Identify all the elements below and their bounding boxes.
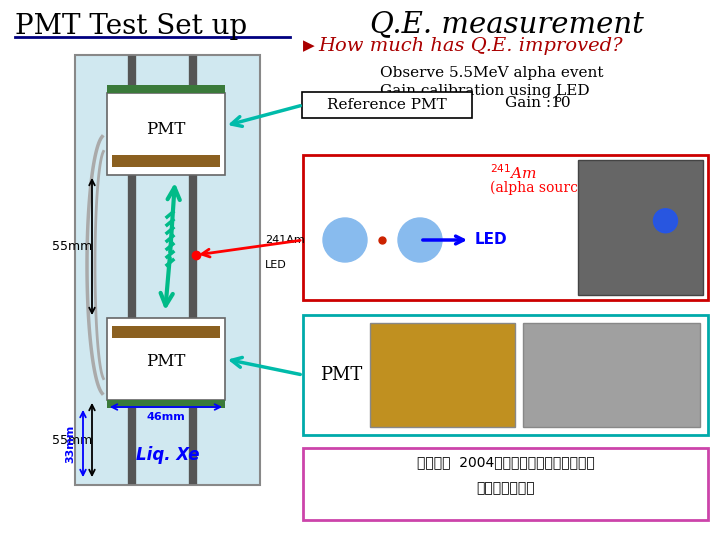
Text: 久松康子  2004年度低温工学・超伝導学会: 久松康子 2004年度低温工学・超伝導学会 (417, 455, 595, 469)
Text: Liq. Xe: Liq. Xe (136, 446, 199, 464)
Bar (112, 326, 220, 338)
Bar (107, 400, 225, 408)
FancyBboxPatch shape (302, 92, 472, 118)
Text: ＠八戸工業大学: ＠八戸工業大学 (476, 481, 535, 495)
Text: PMT: PMT (320, 366, 362, 384)
Text: How much has Q.E. improved?: How much has Q.E. improved? (318, 37, 623, 55)
Text: 46mm: 46mm (147, 412, 185, 422)
Circle shape (398, 218, 442, 262)
Text: 241Am: 241Am (265, 235, 305, 245)
Text: 6: 6 (554, 94, 561, 104)
Text: PMT: PMT (146, 120, 186, 138)
Bar (578, 160, 703, 295)
Text: LED: LED (265, 260, 287, 270)
Text: Observe 5.5MeV alpha event: Observe 5.5MeV alpha event (380, 66, 603, 80)
Bar (523, 323, 700, 427)
Bar (303, 448, 708, 520)
Text: 55mm: 55mm (52, 240, 92, 253)
Bar (303, 155, 708, 300)
Bar (75, 55, 260, 485)
Text: (alpha source): (alpha source) (490, 181, 592, 195)
Text: Reference PMT: Reference PMT (327, 98, 447, 112)
Text: ▶: ▶ (303, 38, 315, 53)
Bar (370, 323, 515, 427)
Bar (107, 93, 225, 175)
Text: Gain :10: Gain :10 (505, 96, 571, 110)
Bar (107, 318, 225, 400)
Bar (303, 315, 708, 435)
Bar (107, 85, 225, 93)
Text: Gain calibration using LED: Gain calibration using LED (380, 84, 590, 98)
Text: LED: LED (475, 233, 508, 247)
Text: 33mm: 33mm (65, 424, 75, 463)
Text: 55mm: 55mm (52, 434, 92, 447)
Circle shape (323, 218, 367, 262)
Text: Q.E. measurement: Q.E. measurement (370, 10, 644, 38)
Text: PMT: PMT (146, 354, 186, 370)
Bar (112, 155, 220, 167)
Text: PMT Test Set up: PMT Test Set up (15, 13, 247, 40)
Circle shape (654, 209, 678, 233)
Text: $^{241}$Am: $^{241}$Am (490, 163, 537, 181)
